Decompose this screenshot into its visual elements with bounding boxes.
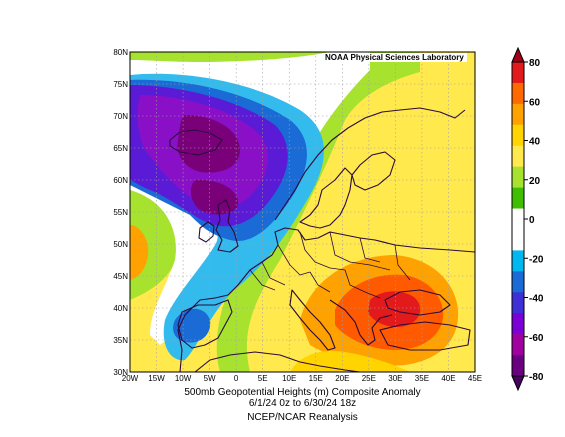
caption-source: NCEP/NCAR Reanalysis xyxy=(247,412,358,423)
colorbar-segment xyxy=(512,250,524,272)
colorbar-label: -60 xyxy=(529,333,544,344)
colorbar-segment xyxy=(512,187,524,209)
map-grid xyxy=(130,52,475,372)
coast-scandinavia xyxy=(274,107,466,229)
coast-finland xyxy=(351,151,396,191)
colorbar-segment xyxy=(512,334,524,356)
coast-turkey xyxy=(379,321,471,351)
colorbar-label: -20 xyxy=(529,254,544,265)
colorbar-label: 0 xyxy=(529,215,535,226)
colorbar-label: 80 xyxy=(529,58,541,69)
field-pos-west xyxy=(130,225,149,280)
lat-tick-label: 45N xyxy=(113,272,128,281)
colorbar-segment xyxy=(512,208,524,230)
map-frame xyxy=(129,51,476,373)
colorbar-labels: 80 60 40 20 0 -20 -40 -60 -80 xyxy=(524,58,544,383)
colorbar-segment xyxy=(512,229,524,251)
lon-tick-label: 0 xyxy=(234,374,239,383)
coastlines xyxy=(169,107,475,372)
lon-tick-labels: 20W 15W 10W 5W 0 5E 10E 15E 20E 25E 30E 35E 40E 45E xyxy=(122,374,482,383)
colorbar-segment xyxy=(512,355,524,377)
lat-tick-label: 80N xyxy=(113,48,128,57)
colorbar-segment xyxy=(512,103,524,126)
lon-tick-label: 5W xyxy=(204,374,216,383)
lat-tick-labels: 30N 35N 40N 45N 50N 55N 60N 65N 70N 75N 80N xyxy=(113,48,128,377)
coast-ireland xyxy=(198,221,215,243)
lat-tick-label: 40N xyxy=(113,304,128,313)
colorbar xyxy=(511,46,525,392)
lat-tick-label: 60N xyxy=(113,176,128,185)
field-neg-strong-2 xyxy=(190,179,239,215)
coast-britain xyxy=(215,199,239,253)
colorbar-segment xyxy=(512,166,524,188)
anomaly-field xyxy=(130,52,475,372)
field-pos-light-southeast xyxy=(290,350,410,372)
colorbar-segment xyxy=(512,271,524,293)
lat-tick-label: 70N xyxy=(113,112,128,121)
colorbar-label: -40 xyxy=(529,294,544,305)
colorbar-segment xyxy=(512,62,524,84)
lon-tick-label: 10W xyxy=(175,374,192,383)
lon-tick-label: 40E xyxy=(441,374,455,383)
lat-tick-label: 65N xyxy=(113,144,128,153)
colorbar-segment xyxy=(512,124,524,147)
coast-continent xyxy=(177,227,475,372)
lon-tick-label: 15E xyxy=(309,374,323,383)
credit-label: NOAA Physical Sciences Laboratory xyxy=(322,53,467,62)
lon-tick-label: 15W xyxy=(148,374,165,383)
field-neg-strong xyxy=(177,115,240,173)
caption-date-range: 6/1/24 0z to 6/30/24 18z xyxy=(248,398,357,409)
coast-north-africa xyxy=(194,351,361,372)
colorbar-max-arrow xyxy=(511,46,525,63)
lon-tick-label: 10E xyxy=(282,374,296,383)
field-neg-light-iberia xyxy=(173,308,211,343)
coast-italy xyxy=(289,289,336,351)
lon-tick-label: 30E xyxy=(388,374,402,383)
lon-tick-label: 5E xyxy=(258,374,268,383)
lat-tick-label: 75N xyxy=(113,80,128,89)
lat-tick-label: 55N xyxy=(113,208,128,217)
colorbar-label: -80 xyxy=(529,372,544,383)
colorbar-label: 60 xyxy=(529,97,541,108)
lat-tick-label: 35N xyxy=(113,336,128,345)
colorbar-label: 20 xyxy=(529,176,541,187)
colorbar-label: 40 xyxy=(529,137,541,148)
lon-tick-label: 20E xyxy=(335,374,349,383)
border-lines xyxy=(249,231,411,299)
lon-tick-label: 35E xyxy=(415,374,429,383)
colorbar-segment xyxy=(512,82,524,105)
coast-black-sea xyxy=(384,289,451,316)
lon-tick-label: 20W xyxy=(122,374,139,383)
caption-title: 500mb Geopotential Heights (m) Composite… xyxy=(184,387,421,398)
field-pos-weak-north xyxy=(130,52,330,62)
lat-tick-label: 30N xyxy=(113,368,128,377)
coast-iberia xyxy=(177,299,233,349)
colorbar-segment xyxy=(512,145,524,167)
lon-tick-label: 25E xyxy=(362,374,376,383)
lon-tick-label: 45E xyxy=(468,374,482,383)
colorbar-segment xyxy=(512,292,524,314)
colorbar-segment xyxy=(512,313,524,335)
coast-iceland xyxy=(169,129,223,156)
lat-tick-label: 50N xyxy=(113,240,128,249)
colorbar-min-arrow xyxy=(511,375,525,392)
coast-balkans xyxy=(329,299,393,346)
